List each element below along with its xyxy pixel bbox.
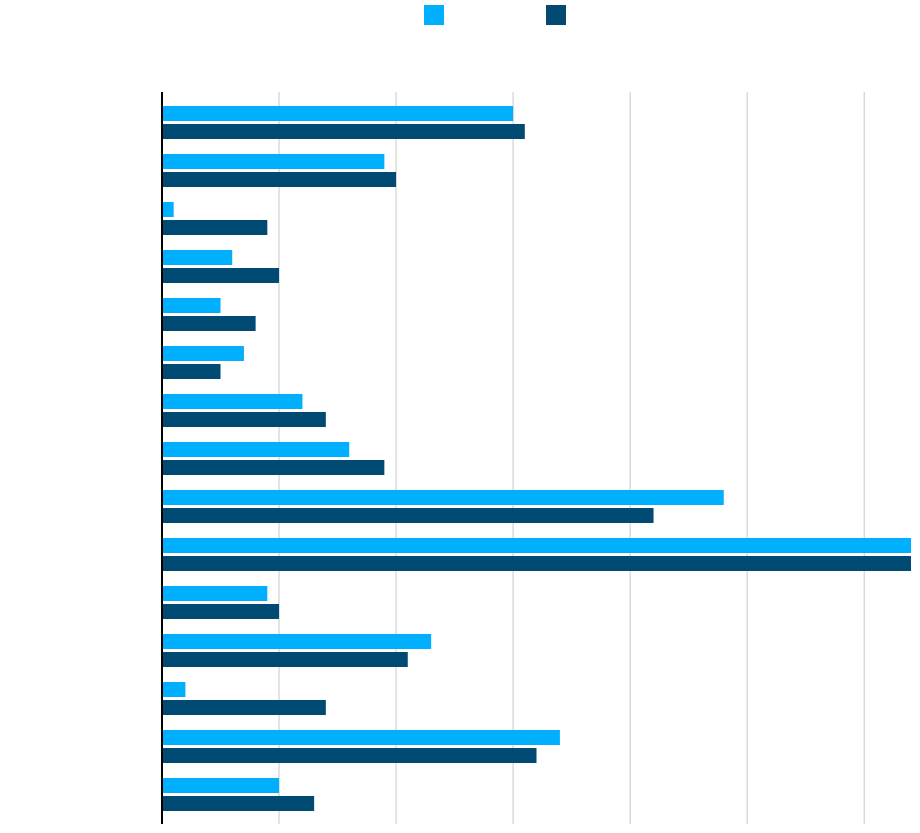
bar-series-2-row-11 bbox=[162, 604, 280, 619]
legend-item-series-1 bbox=[424, 5, 450, 25]
bar-series-1-row-11 bbox=[162, 586, 268, 601]
bar-series-2-row-14 bbox=[162, 748, 537, 763]
bar-series-1-row-14 bbox=[162, 730, 560, 745]
legend-item-series-2 bbox=[546, 5, 572, 25]
bar-series-1-row-9 bbox=[162, 490, 724, 505]
bar-series-1-row-10 bbox=[162, 538, 911, 553]
bar-series-2-row-4 bbox=[162, 268, 280, 283]
bar-series-1-row-13 bbox=[162, 682, 186, 697]
bar-series-2-row-1 bbox=[162, 124, 525, 139]
bar-series-2-row-3 bbox=[162, 220, 268, 235]
bar-series-1-row-3 bbox=[162, 202, 174, 217]
bar-series-1-row-4 bbox=[162, 250, 233, 265]
bar-series-1-row-6 bbox=[162, 346, 244, 361]
bar-series-1-row-1 bbox=[162, 106, 514, 121]
bar-series-1-row-5 bbox=[162, 298, 221, 313]
bar-series-2-row-5 bbox=[162, 316, 256, 331]
bar-series-1-row-8 bbox=[162, 442, 350, 457]
legend-swatch-series-2 bbox=[546, 5, 566, 25]
bar-series-1-row-7 bbox=[162, 394, 303, 409]
bar-series-2-row-13 bbox=[162, 700, 326, 715]
bar-series-2-row-6 bbox=[162, 364, 221, 379]
bar-series-1-row-12 bbox=[162, 634, 432, 649]
bar-series-1-row-2 bbox=[162, 154, 385, 169]
legend bbox=[424, 5, 572, 25]
bar-series-2-row-15 bbox=[162, 796, 315, 811]
bar-series-2-row-7 bbox=[162, 412, 326, 427]
bar-series-2-row-8 bbox=[162, 460, 385, 475]
bar-series-2-row-12 bbox=[162, 652, 408, 667]
bar-series-2-row-2 bbox=[162, 172, 397, 187]
bar-series-2-row-9 bbox=[162, 508, 654, 523]
bar-series-1-row-15 bbox=[162, 778, 280, 793]
legend-swatch-series-1 bbox=[424, 5, 444, 25]
bar-series-2-row-10 bbox=[162, 556, 911, 571]
